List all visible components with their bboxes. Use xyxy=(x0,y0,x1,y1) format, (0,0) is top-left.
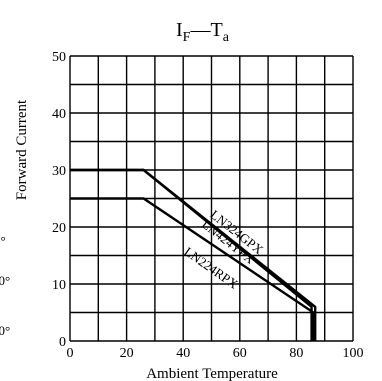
y-axis-label: Forward Current xyxy=(14,99,30,200)
cropped-label: 80° xyxy=(0,273,10,288)
x-tick-label: 80 xyxy=(289,346,303,361)
x-tick-label: 60 xyxy=(233,346,247,361)
grid xyxy=(69,55,354,342)
title-second-subscript: a xyxy=(223,30,230,45)
series-lines xyxy=(70,168,317,341)
title-main-subscript: F xyxy=(183,30,191,45)
x-tick-label: 0 xyxy=(67,346,74,361)
cropped-left-labels: 0°80°90°0 xyxy=(0,233,10,338)
x-tick-label: 40 xyxy=(176,346,190,361)
y-tick-label: 20 xyxy=(52,221,66,236)
y-tick-label: 40 xyxy=(52,107,66,122)
x-tick-label: 20 xyxy=(120,346,134,361)
x-axis-label: Ambient Temperature xyxy=(146,366,278,381)
svg-text:IF—Ta: IF—Ta xyxy=(176,19,230,45)
y-tick-label: 50 xyxy=(52,50,66,65)
y-tick-label: 0 xyxy=(59,335,66,350)
title-second: T xyxy=(210,19,222,41)
title-separator: — xyxy=(189,19,211,41)
cropped-label: 0° xyxy=(0,233,6,248)
y-tick-label: 10 xyxy=(52,278,66,293)
tick-labels: 0 20 40 60 80 100 0 10 20 30 40 50 xyxy=(52,50,364,361)
series-line-ln424ypx xyxy=(70,168,313,341)
title-main: I xyxy=(176,19,183,41)
y-tick-label: 30 xyxy=(52,164,66,179)
x-tick-label: 100 xyxy=(343,346,364,361)
chart-title: IF—Ta xyxy=(176,19,230,45)
series-line-ln224rpx xyxy=(70,197,315,341)
cropped-label: 90° xyxy=(0,323,10,338)
